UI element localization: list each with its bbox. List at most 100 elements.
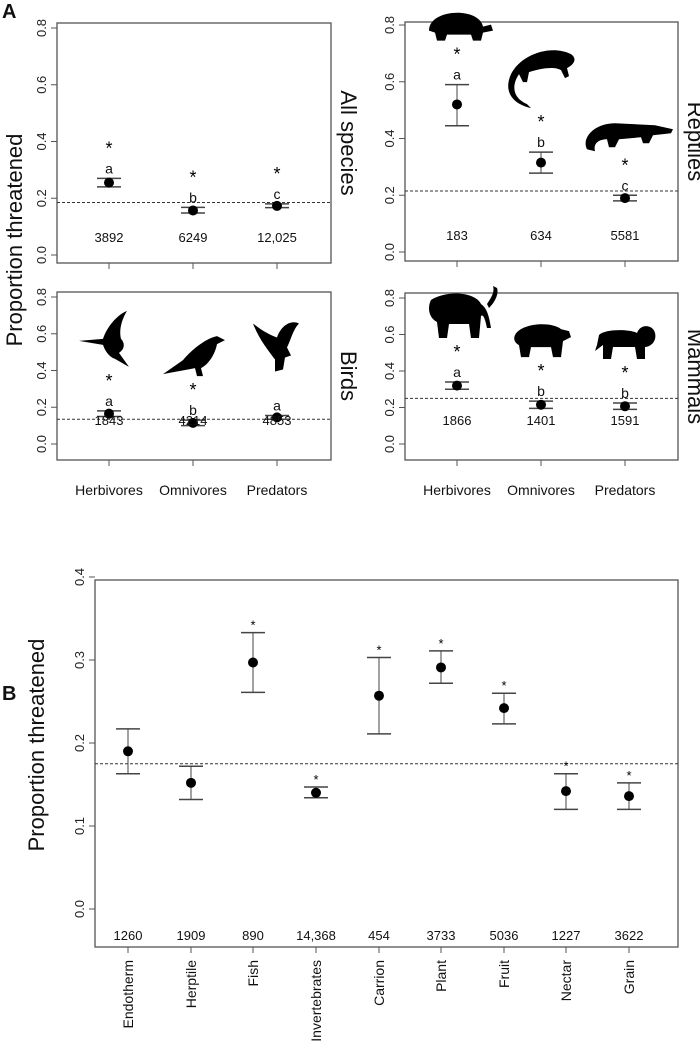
significance-star: *: [501, 678, 506, 693]
significance-letter: a: [453, 67, 461, 83]
y-tick-label: 0.3: [72, 651, 87, 669]
sample-count: 5581: [611, 228, 640, 243]
subplot-title: Birds: [336, 351, 361, 401]
y-tick-label: 0.4: [382, 362, 397, 380]
significance-star: *: [626, 768, 631, 783]
significance-letter: c: [274, 186, 281, 202]
y-tick-label: 0.8: [382, 16, 397, 34]
significance-letter: b: [537, 134, 545, 150]
significance-letter: c: [622, 177, 629, 193]
significance-star: *: [453, 342, 460, 362]
data-point: [248, 657, 258, 668]
sample-count: 183: [446, 228, 468, 243]
data-point: [188, 417, 198, 428]
x-category-label: Predators: [595, 482, 656, 498]
x-category-label: Herptile: [183, 960, 199, 1008]
data-point: [536, 157, 546, 168]
significance-star: *: [537, 112, 544, 132]
sample-count: 634: [530, 228, 552, 243]
elephant-icon: [429, 285, 498, 338]
significance-star: *: [105, 138, 112, 158]
subplot-title: All species: [336, 90, 361, 195]
significance-star: *: [273, 164, 280, 184]
significance-star: *: [621, 155, 628, 175]
data-point: [188, 205, 198, 216]
data-point: [272, 412, 282, 423]
data-point: [186, 777, 196, 788]
significance-letter: a: [453, 364, 461, 380]
sample-count: 890: [242, 928, 264, 943]
panel-label-a: A: [2, 1, 16, 23]
y-tick-label: 0.2: [72, 734, 87, 752]
sample-count: 14,368: [296, 928, 336, 943]
sample-count: 6249: [179, 230, 208, 245]
y-tick-label: 0.8: [382, 289, 397, 307]
x-category-label: Omnivores: [507, 482, 575, 498]
significance-star: *: [189, 167, 196, 187]
y-tick-label: 0.6: [382, 325, 397, 343]
significance-star: *: [438, 636, 443, 651]
data-point: [624, 791, 634, 802]
data-point: [452, 380, 462, 391]
y-axis-label-b: Proportion threatened: [24, 639, 49, 852]
sample-count: 4853: [263, 413, 292, 428]
y-axis-label-a: Proportion threatened: [2, 134, 27, 347]
data-point: [620, 401, 630, 412]
sample-count: 1591: [611, 413, 640, 428]
x-category-label: Omnivores: [159, 482, 227, 498]
y-tick-label: 0.6: [382, 73, 397, 91]
significance-letter: b: [189, 402, 197, 418]
significance-star: *: [313, 772, 318, 787]
sample-count: 5036: [490, 928, 519, 943]
data-point: [104, 408, 114, 419]
data-point: [436, 662, 446, 673]
significance-letter: b: [621, 385, 629, 401]
x-category-label: Herbivores: [423, 482, 491, 498]
bear-icon: [514, 324, 571, 358]
significance-star: *: [537, 361, 544, 381]
x-category-label: Invertebrates: [308, 960, 324, 1042]
y-tick-label: 0.4: [72, 568, 87, 586]
panel-label-b: B: [2, 683, 16, 705]
data-point: [123, 746, 133, 757]
panel-b-plot: 0.0 0.1 0.2 0.3 0.4 1260 1909 * 890 * 14,368 * 454 * 3…: [72, 568, 679, 953]
y-tick-label: 0.8: [34, 288, 49, 306]
x-category-label: Plant: [433, 960, 449, 992]
y-tick-label: 0.0: [34, 435, 49, 453]
significance-letter: a: [105, 393, 113, 409]
x-category-label: Nectar: [558, 960, 574, 1002]
sample-count: 1909: [177, 928, 206, 943]
sample-count: 1866: [443, 413, 472, 428]
x-category-label: Endotherm: [120, 960, 136, 1028]
hummingbird-icon: [79, 310, 129, 367]
sample-count: 1260: [114, 928, 143, 943]
data-point: [536, 399, 546, 410]
y-tick-label: 0.4: [382, 129, 397, 147]
significance-letter: a: [105, 160, 113, 176]
sample-count: 3622: [615, 928, 644, 943]
lion-icon: [595, 326, 656, 359]
y-tick-label: 0.8: [34, 19, 49, 37]
subplot-title: Reptiles: [683, 102, 700, 181]
sample-count: 1843: [95, 413, 124, 428]
significance-star: *: [250, 618, 255, 633]
y-tick-label: 0.2: [34, 189, 49, 207]
significance-star: *: [189, 380, 196, 400]
significance-star: *: [105, 371, 112, 391]
y-tick-label: 0.0: [34, 246, 49, 264]
sample-count: 12,025: [257, 230, 297, 245]
data-point: [374, 690, 384, 701]
sample-count: 4214: [179, 413, 208, 428]
y-tick-label: 0.2: [34, 398, 49, 416]
significance-letter: a: [273, 398, 281, 414]
y-tick-label: 0.0: [382, 435, 397, 453]
y-tick-label: 0.4: [34, 132, 49, 150]
subplot-0: 0.0 0.2 0.4 0.6 0.8 a * 3892 b * 6249 c * 12,025 All s…: [34, 19, 361, 269]
sample-count: 3733: [427, 928, 456, 943]
sample-count: 454: [368, 928, 390, 943]
significance-letter: b: [189, 189, 197, 205]
plot-frame: [56, 22, 332, 264]
x-category-label: Predators: [247, 482, 308, 498]
